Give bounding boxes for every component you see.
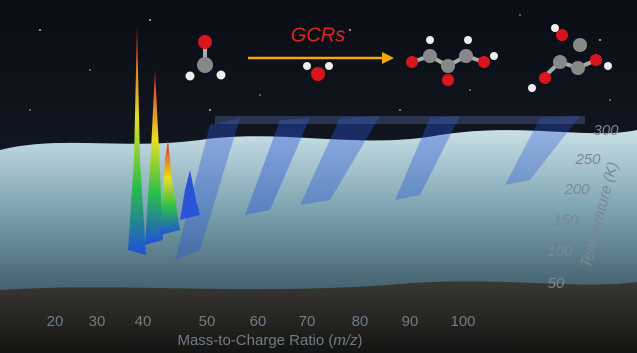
x-axis-label: Mass-to-Charge Ratio (m/z) <box>177 332 362 349</box>
x-tick-label: 70 <box>299 313 316 330</box>
x-tick-label: 50 <box>199 313 216 330</box>
temperature-tick-label: 50 <box>548 275 565 292</box>
temperature-tick-label: 300 <box>593 122 619 139</box>
x-tick-label: 30 <box>89 313 106 330</box>
x-tick-label: 60 <box>250 313 267 330</box>
x-axis-label-unit: m/z <box>333 332 358 349</box>
x-axis-label-text: Mass-to-Charge Ratio ( <box>177 332 333 349</box>
temperature-tick-label: 250 <box>574 151 601 168</box>
x-tick-label: 90 <box>402 313 419 330</box>
page: GCRs Mass-to-Charge Ratio (m/z) Temperat… <box>0 0 637 353</box>
temperature-tick-label: 200 <box>563 181 590 198</box>
x-tick-label: 80 <box>352 313 369 330</box>
x-tick-label: 20 <box>47 313 64 330</box>
temperature-tick-label: 150 <box>553 212 579 229</box>
arrow-label: GCRs <box>291 24 345 46</box>
x-axis-label-end: ) <box>358 332 363 349</box>
x-tick-label: 100 <box>450 313 475 330</box>
x-tick-label: 40 <box>135 313 152 330</box>
graphic: GCRs Mass-to-Charge Ratio (m/z) Temperat… <box>0 0 637 353</box>
temperature-tick-label: 100 <box>547 243 573 260</box>
